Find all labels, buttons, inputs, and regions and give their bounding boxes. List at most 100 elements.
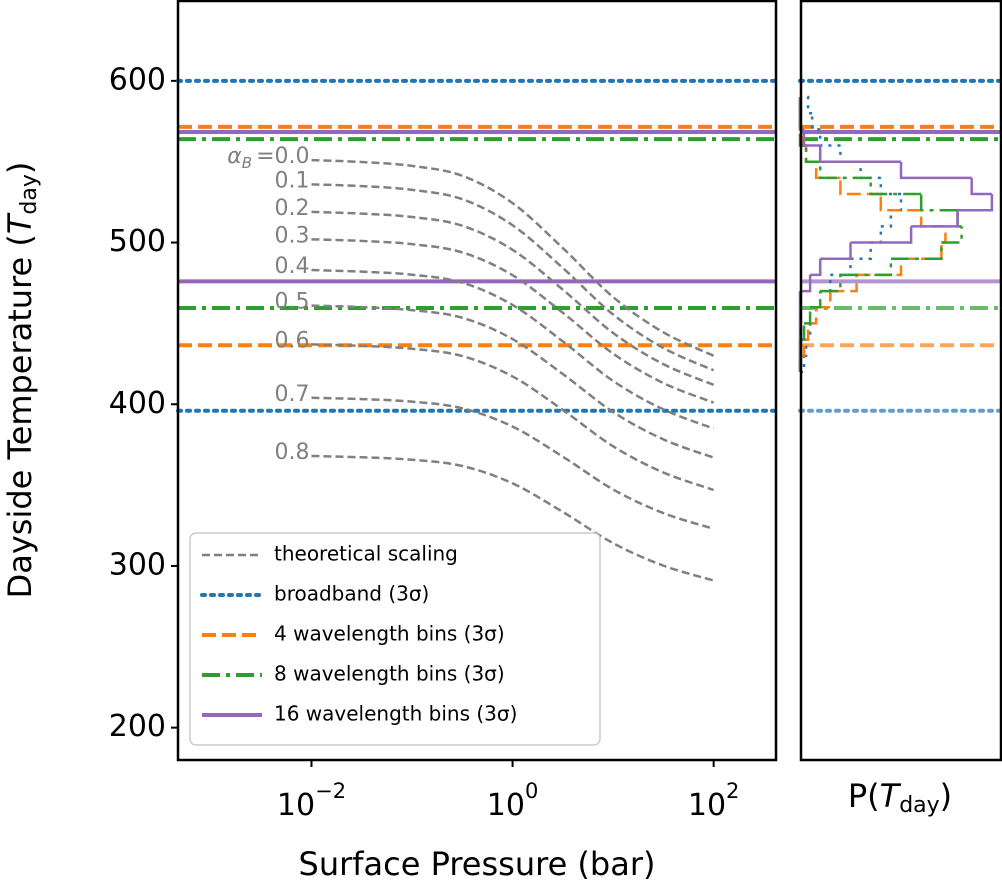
hist-step — [890, 194, 903, 212]
theory-curve — [311, 396, 715, 530]
curve-label-value: 0.7 — [275, 382, 310, 407]
y-tick-label: 400 — [109, 386, 166, 421]
hist-step — [919, 194, 958, 212]
curve-label: 0.6 — [275, 328, 310, 353]
curve-label: 0.1 — [275, 168, 310, 193]
theory-curve — [311, 183, 715, 372]
y-label-subscript: day — [17, 174, 42, 214]
hist-step — [818, 145, 901, 163]
curve-label: 0.4 — [275, 254, 310, 279]
hist-step — [899, 161, 972, 180]
theory-curve — [311, 268, 715, 430]
hist-step — [810, 291, 822, 309]
y-tick-label: 200 — [109, 709, 166, 744]
hist-step — [840, 258, 893, 277]
x-tick-exponent: 0 — [525, 779, 538, 803]
hist-step — [941, 226, 947, 244]
hist-step — [800, 95, 813, 115]
hist-step — [800, 274, 812, 293]
hist-step — [820, 242, 852, 260]
x-tick-exponent: −2 — [315, 779, 346, 803]
legend-box — [189, 532, 601, 746]
hist-step — [919, 210, 946, 228]
hist-step — [856, 258, 903, 277]
x-tick-label: 102 — [688, 779, 740, 823]
curve-label: 0.2 — [275, 196, 310, 221]
theory-curve — [311, 454, 715, 582]
hist-step — [890, 242, 943, 260]
hist-step — [810, 113, 821, 131]
curve-label: 0.3 — [275, 223, 310, 248]
hist-step — [870, 226, 883, 244]
curve-label-value: 0.0 — [275, 144, 310, 169]
hist-step — [970, 177, 992, 196]
legend-label: broadband (3σ) — [274, 582, 429, 606]
main-frame — [176, 0, 778, 762]
y-tick-label: 600 — [109, 62, 166, 97]
legend-label: 8 wavelength bins (3σ) — [274, 662, 505, 686]
hist-step — [830, 274, 858, 293]
curve-label: αB =0.0 — [227, 144, 309, 172]
curve-label-value: 0.3 — [275, 223, 310, 248]
hist-step — [911, 210, 959, 228]
hist-label-text: P( — [848, 777, 880, 815]
hist-step — [941, 226, 963, 244]
hist-label-symbol: T — [880, 777, 902, 815]
hist-step — [957, 194, 994, 212]
hist-step — [810, 258, 822, 277]
hist-step — [804, 145, 817, 163]
y-tick-label: 500 — [109, 224, 166, 259]
x-tick-base: 10 — [277, 788, 315, 823]
x-tick-base: 10 — [688, 788, 726, 823]
hist-step — [879, 194, 922, 212]
hist-step — [850, 226, 913, 244]
curve-label: 0.5 — [275, 290, 310, 315]
legend-label: 16 wavelength bins (3σ) — [274, 702, 517, 726]
theory-curve — [311, 158, 715, 357]
curve-label-value: 0.5 — [275, 290, 310, 315]
hist-label-subscript: day — [899, 793, 939, 818]
curve-label: 0.8 — [275, 440, 310, 465]
hist-step — [804, 307, 812, 325]
hist-step — [850, 242, 872, 260]
hist-step — [869, 177, 922, 196]
y-label-text: Dayside Temperature ( — [1, 234, 39, 598]
legend-label: theoretical scaling — [274, 542, 458, 566]
hist-step — [839, 145, 861, 163]
x-axis-label: Surface Pressure (bar) — [299, 845, 656, 883]
theory-curve — [311, 238, 715, 404]
hist-step — [839, 177, 881, 196]
hist-step — [901, 242, 943, 260]
hist-step — [804, 323, 810, 341]
legend-label: 4 wavelength bins (3σ) — [274, 622, 505, 646]
hist-step — [816, 291, 832, 309]
hist-label-close: ) — [940, 777, 952, 815]
theory-curve — [311, 343, 715, 492]
hist-step — [879, 177, 901, 196]
curve-label-value: 0.6 — [275, 328, 310, 353]
curve-label-value: 0.4 — [275, 254, 310, 279]
theory-curve — [311, 210, 715, 387]
hist-step — [802, 129, 821, 147]
hist-step — [820, 274, 842, 293]
curve-label-subscript: B — [242, 154, 252, 172]
y-label-symbol: T — [1, 212, 39, 234]
theory-curve — [311, 304, 715, 459]
hist-step — [804, 145, 821, 163]
hist-step — [830, 258, 852, 277]
hist-step — [880, 210, 893, 228]
x-tick-base: 10 — [487, 788, 525, 823]
y-label-close: ) — [1, 162, 39, 174]
hist-step — [818, 161, 871, 180]
y-axis-label: Dayside Temperature (Tday) — [1, 162, 42, 599]
x-tick-label: 100 — [487, 779, 539, 823]
hist-frame — [799, 0, 1002, 762]
x-tick-exponent: 2 — [726, 779, 739, 803]
curve-label: 0.7 — [275, 382, 310, 407]
y-tick-label: 300 — [109, 547, 166, 582]
curve-label-value: 0.2 — [275, 196, 310, 221]
curve-label-symbol: α — [227, 144, 242, 169]
curve-label-value: 0.8 — [275, 440, 310, 465]
hist-step — [859, 161, 881, 180]
